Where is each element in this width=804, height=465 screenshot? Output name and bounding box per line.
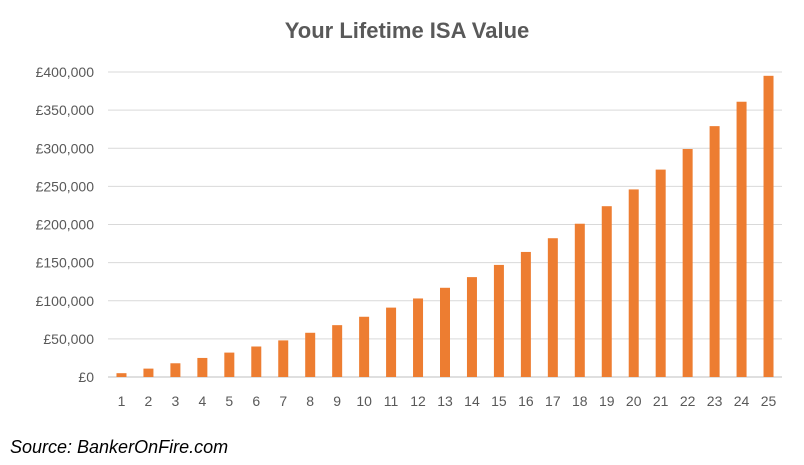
bar: [520, 251, 531, 377]
bar: [574, 223, 585, 377]
y-tick-label: £400,000: [36, 64, 95, 80]
x-tick-label: 17: [545, 393, 561, 409]
x-tick-label: 10: [356, 393, 372, 409]
x-tick-label: 5: [225, 393, 233, 409]
x-tick-label: 14: [464, 393, 480, 409]
x-tick-label: 9: [333, 393, 341, 409]
x-tick-label: 12: [410, 393, 426, 409]
x-tick-label: 1: [118, 393, 126, 409]
x-tick-label: 3: [172, 393, 180, 409]
x-tick-label: 20: [626, 393, 642, 409]
y-tick-label: £0: [78, 369, 94, 385]
y-tick-label: £350,000: [36, 102, 95, 118]
x-tick-label: 25: [761, 393, 777, 409]
bar: [197, 357, 208, 377]
chart-title: Your Lifetime ISA Value: [285, 18, 530, 43]
bar: [628, 189, 639, 377]
bar: [251, 346, 262, 377]
source-caption: Source: BankerOnFire.com: [10, 437, 229, 457]
x-tick-label: 21: [653, 393, 669, 409]
bar: [116, 373, 127, 377]
x-tick-label: 11: [384, 393, 399, 409]
x-tick-label: 18: [572, 393, 588, 409]
x-tick-label: 23: [707, 393, 723, 409]
x-tick-label: 7: [279, 393, 287, 409]
bar: [466, 277, 477, 377]
gridlines: [108, 71, 782, 378]
bar: [305, 332, 316, 377]
bar: [143, 368, 154, 377]
bar: [547, 238, 558, 377]
y-tick-label: £250,000: [36, 178, 95, 194]
y-tick-label: £50,000: [43, 331, 94, 347]
x-axis-ticks: 1 2 3 4 5 6 7 8 9 10 11 12 13 14 15 16 17 18 19 20 21 22 23 24 2…: [118, 393, 777, 409]
x-tick-label: 8: [306, 393, 314, 409]
x-tick-label: 22: [680, 393, 696, 409]
x-tick-label: 4: [198, 393, 206, 409]
x-tick-label: 16: [518, 393, 534, 409]
bars: [116, 75, 774, 378]
y-axis-ticks: £0 £50,000 £100,000 £150,000 £200,000 £250,00…: [36, 64, 95, 385]
bar: [493, 264, 504, 377]
y-tick-label: £100,000: [36, 293, 95, 309]
x-tick-label: 24: [734, 393, 750, 409]
bar: [278, 340, 289, 377]
x-tick-label: 2: [145, 393, 153, 409]
y-tick-label: £300,000: [36, 140, 95, 156]
x-tick-label: 19: [599, 393, 615, 409]
bar: [386, 307, 397, 377]
bar: [224, 352, 235, 377]
bar: [682, 149, 693, 377]
bar: [655, 169, 666, 377]
y-tick-label: £200,000: [36, 217, 95, 233]
bar: [440, 287, 450, 377]
x-tick-label: 13: [437, 393, 453, 409]
x-tick-label: 15: [491, 393, 507, 409]
bar: [736, 101, 747, 378]
bar: [709, 126, 720, 377]
bar: [359, 316, 370, 377]
y-tick-label: £150,000: [36, 255, 95, 271]
bar: [763, 75, 774, 377]
x-tick-label: 6: [252, 393, 260, 409]
bar: [170, 363, 181, 377]
bar: [413, 298, 424, 377]
bar: [601, 206, 612, 377]
bar: [332, 325, 343, 377]
